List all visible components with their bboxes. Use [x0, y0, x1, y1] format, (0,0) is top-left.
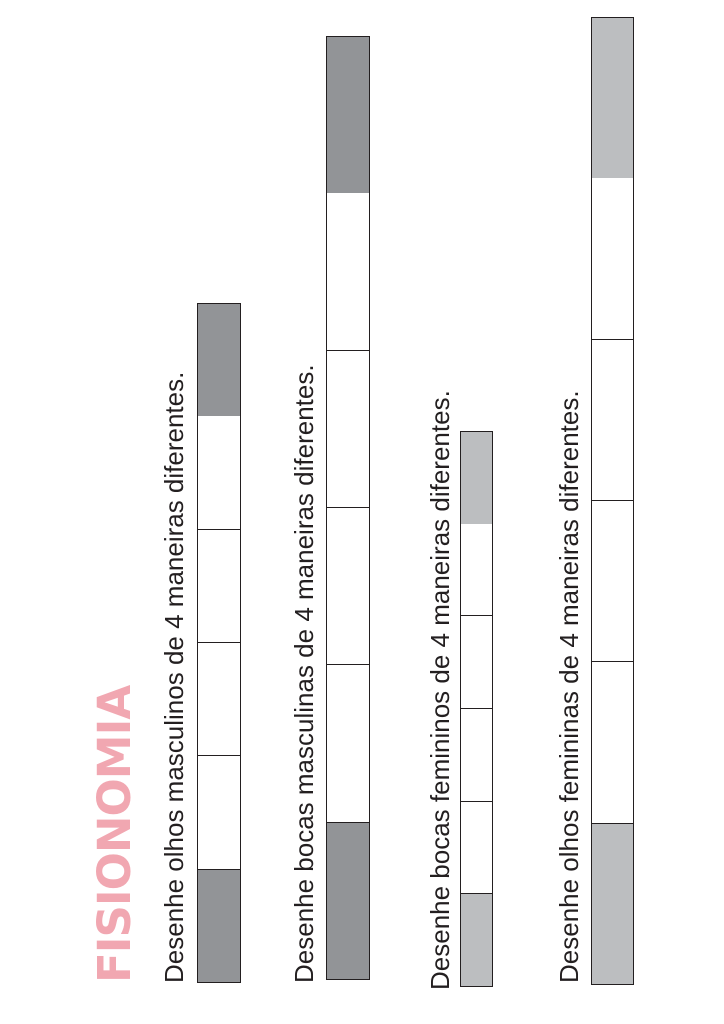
page-title: FISIONOMIA	[88, 685, 141, 983]
strip-end-cap	[198, 869, 240, 982]
drawing-box[interactable]	[592, 339, 633, 501]
drawing-box[interactable]	[327, 665, 369, 823]
drawing-box[interactable]	[198, 756, 240, 870]
drawing-box[interactable]	[461, 709, 492, 802]
strip-end-cap	[327, 822, 369, 979]
drawing-box[interactable]	[198, 529, 240, 643]
drawing-box[interactable]	[592, 178, 633, 340]
drawing-box[interactable]	[198, 642, 240, 757]
instruction-male-eyes: Desenhe olhos masculinos de 4 maneiras d…	[159, 371, 189, 983]
drawing-box[interactable]	[461, 616, 492, 710]
male-mouths-strip	[326, 36, 370, 980]
drawing-box[interactable]	[461, 801, 492, 895]
drawing-box[interactable]	[592, 662, 633, 824]
drawing-box[interactable]	[198, 416, 240, 530]
female-eyes-strip	[591, 17, 634, 985]
drawing-box[interactable]	[327, 350, 369, 508]
strip-end-cap	[327, 37, 369, 194]
drawing-box[interactable]	[592, 500, 633, 663]
drawing-box[interactable]	[461, 523, 492, 617]
strip-end-cap	[592, 18, 633, 179]
instruction-male-mouths: Desenhe bocas masculinas de 4 maneiras d…	[289, 364, 319, 983]
instruction-female-eyes: Desenhe olhos femininas de 4 maneiras di…	[554, 390, 584, 983]
strip-end-cap	[461, 432, 492, 524]
instruction-female-mouths: Desenhe bocas femininos de 4 maneiras di…	[425, 390, 455, 990]
strip-end-cap	[592, 823, 633, 984]
drawing-box[interactable]	[327, 507, 369, 666]
strip-end-cap	[198, 304, 240, 417]
male-eyes-strip	[197, 303, 241, 983]
drawing-box[interactable]	[327, 193, 369, 351]
female-mouths-strip	[460, 431, 493, 987]
strip-end-cap	[461, 894, 492, 987]
